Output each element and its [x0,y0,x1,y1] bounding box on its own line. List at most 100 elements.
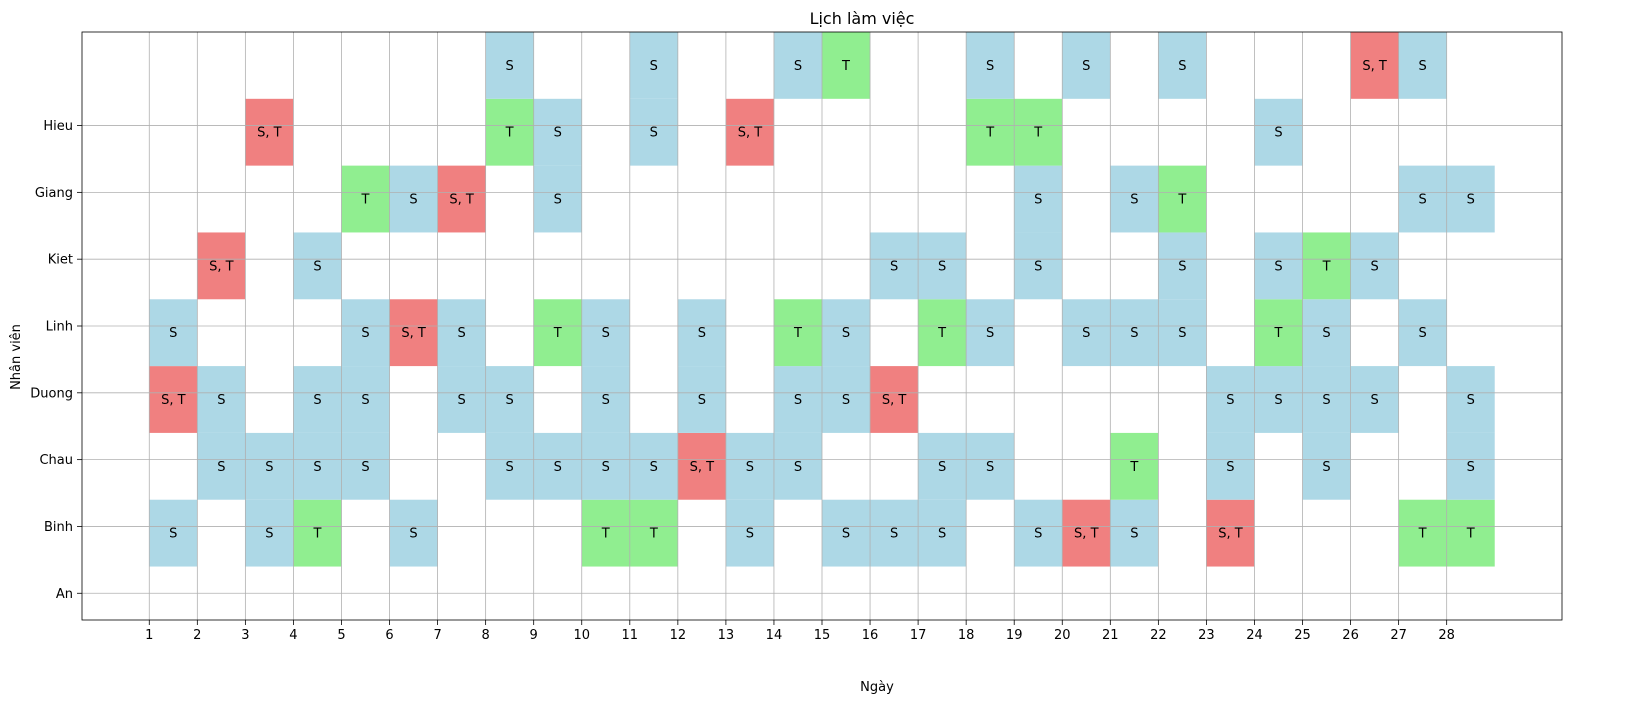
cell-label: S [554,193,562,208]
schedule-cell [1110,165,1159,233]
schedule-cell [1014,499,1063,567]
cell-label: S [169,326,177,341]
cell-label: S [506,59,514,74]
x-tick-label: 3 [241,628,249,643]
cell-label: S [361,393,369,408]
cell-label: S [602,460,610,475]
cell-label: S [986,460,994,475]
cell-label: S [842,527,850,542]
cell-label: S [169,527,177,542]
cell-label: T [601,527,610,542]
cell-label: T [1418,527,1427,542]
x-tick-label: 14 [766,628,783,643]
cells-layer: S S T S T T S S S S S S, T S S, T T T S S S S S S S S S, T S S S S T S… [149,32,1495,567]
cell-label: S [1226,393,1234,408]
schedule-cell [197,232,246,300]
schedule-cell [822,299,871,367]
schedule-cell [1302,366,1351,433]
y-tick-label: Chau [39,453,73,468]
schedule-cell [1062,299,1111,367]
cell-label: S, T [882,393,907,408]
schedule-cell [341,432,390,500]
cell-label: S [1130,326,1138,341]
cell-label: S [1034,527,1042,542]
cell-label: S [938,259,946,274]
schedule-cell [1350,366,1399,433]
schedule-cell [1446,499,1495,567]
schedule-cell [1014,98,1063,166]
cell-label: S [457,326,465,341]
y-axis: An Binh Chau Duong Linh Kiet Giang Hieu [30,119,82,602]
schedule-cell [1302,432,1351,500]
schedule-cell [918,299,967,367]
schedule-cell [1206,499,1255,567]
schedule-cell [293,432,342,500]
cell-label: S, T [738,126,763,141]
cell-label: S [1370,259,1378,274]
cell-label: T [649,527,658,542]
schedule-cell [677,366,726,433]
schedule-cell [1350,32,1399,99]
cell-label: S [457,393,465,408]
schedule-cell [485,98,534,166]
cell-label: S [986,326,994,341]
cell-label: S [265,460,273,475]
cell-label: S, T [1362,59,1387,74]
cell-label: S [698,393,706,408]
schedule-cell [1446,366,1495,433]
schedule-cell [966,32,1015,99]
schedule-cell [870,499,919,567]
x-tick-label: 12 [670,628,687,643]
x-tick-label: 19 [1006,628,1023,643]
cell-label: S [650,59,658,74]
x-tick-label: 20 [1054,628,1071,643]
schedule-cell [485,432,534,500]
schedule-cell [1254,299,1303,367]
schedule-cell [581,299,630,367]
schedule-cell [341,366,390,433]
schedule-cell [1062,32,1111,99]
cell-label: T [1274,326,1283,341]
schedule-cell [197,432,246,500]
schedule-cell [1302,232,1351,300]
schedule-cell [1398,32,1447,99]
cell-label: S, T [690,460,715,475]
cell-label: S [938,527,946,542]
schedule-cell [629,98,678,166]
cell-label: S [1274,393,1282,408]
schedule-cell [1254,366,1303,433]
y-tick-label: Binh [44,520,73,535]
cell-label: T [312,527,321,542]
schedule-cell [677,299,726,367]
x-tick-label: 7 [433,628,441,643]
x-tick-label: 16 [862,628,879,643]
cell-label: S [698,326,706,341]
schedule-cell [485,32,534,99]
cell-label: S [1178,259,1186,274]
schedule-cell [773,432,822,500]
schedule-cell [293,366,342,433]
cell-label: S [1322,393,1330,408]
schedule-cell [870,366,919,433]
schedule-cell [725,432,774,500]
x-tick-label: 10 [573,628,590,643]
schedule-cell [197,366,246,433]
schedule-cell [1110,299,1159,367]
schedule-cell [677,432,726,500]
schedule-cell [725,499,774,567]
schedule-cell [341,299,390,367]
cell-label: T [985,126,994,141]
cell-label: S [602,393,610,408]
y-tick-label: An [56,587,73,602]
schedule-cell [966,299,1015,367]
cell-label: S [650,126,658,141]
schedule-cell [485,366,534,433]
schedule-cell [389,165,438,233]
x-tick-label: 23 [1198,628,1215,643]
cell-label: S [1130,193,1138,208]
x-tick-label: 8 [481,628,489,643]
x-tick-label: 27 [1390,628,1407,643]
x-tick-label: 17 [910,628,927,643]
x-tick-label: 22 [1150,628,1167,643]
